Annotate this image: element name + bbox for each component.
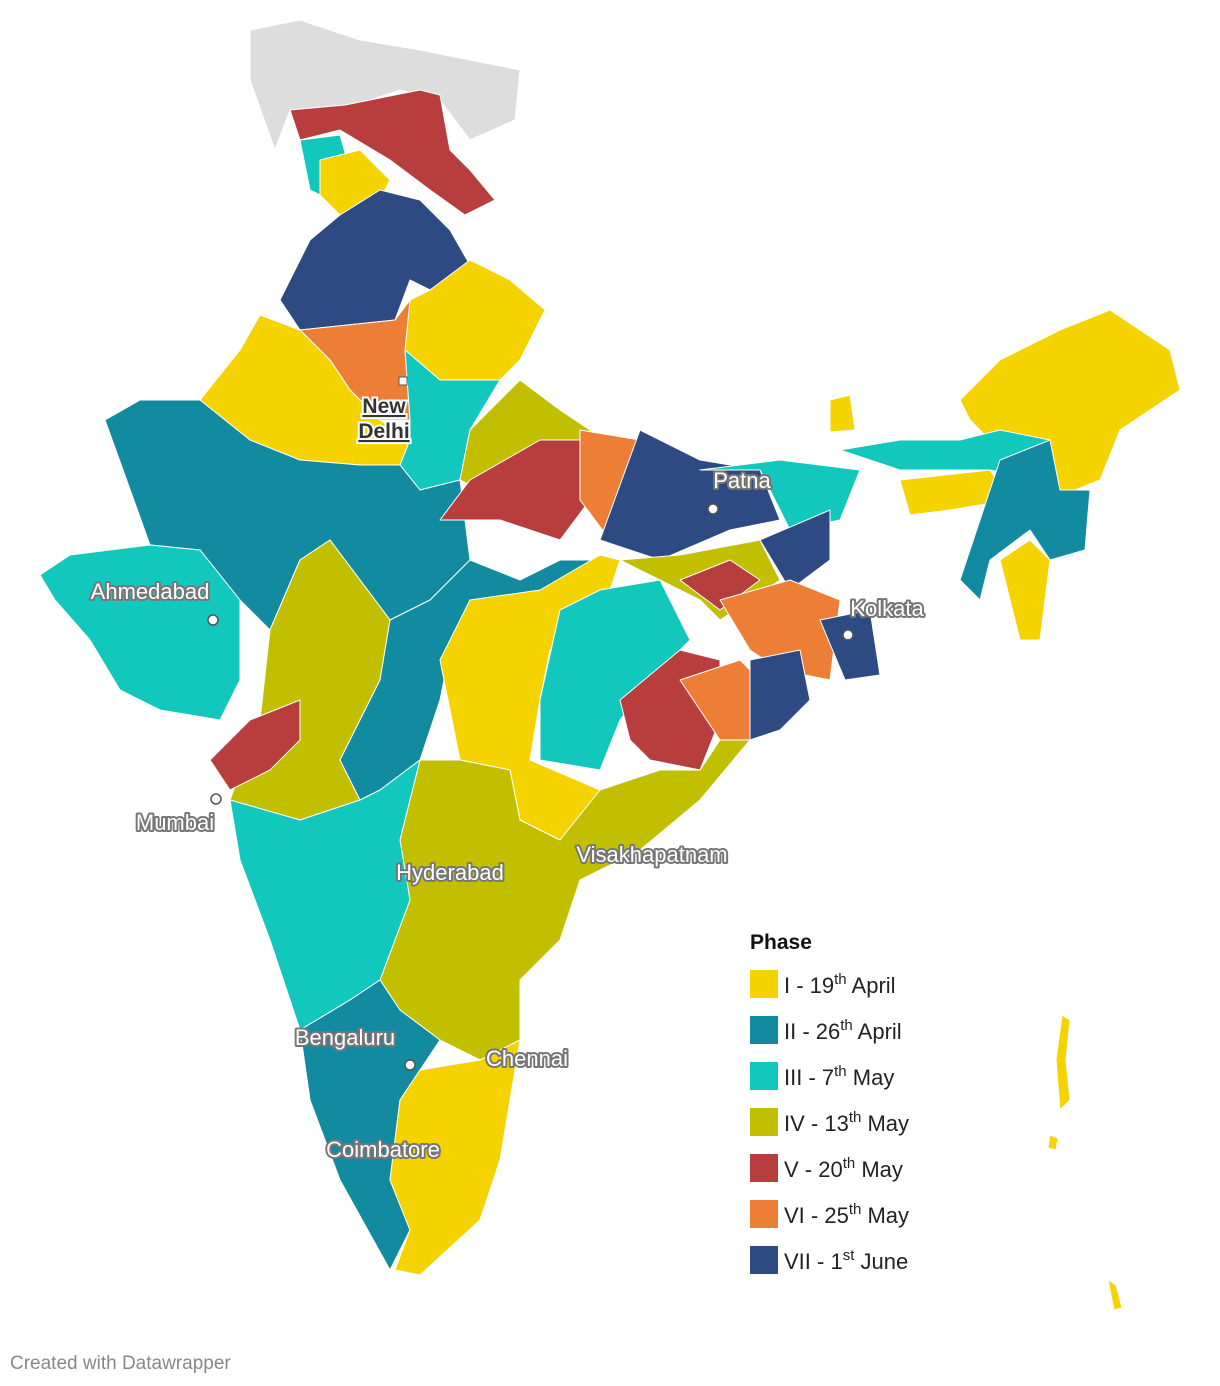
region (279, 189, 471, 331)
city-label: Patna (713, 468, 771, 493)
legend-swatch (750, 1154, 778, 1182)
region (959, 309, 1181, 501)
legend-label-suffix: May (855, 1157, 903, 1182)
legend-swatch (750, 1108, 778, 1136)
legend-swatch (750, 1246, 778, 1274)
city-marker (404, 1059, 416, 1071)
city-label: Chennai (486, 1046, 568, 1071)
legend-title: Phase (750, 931, 812, 954)
legend-label-suffix: May (861, 1203, 909, 1228)
legend-swatch (750, 1062, 778, 1090)
city-marker (210, 793, 222, 805)
legend-label-sup: th (840, 1017, 853, 1034)
region (39, 544, 241, 721)
legend-label-sup: st (843, 1247, 856, 1264)
region (679, 559, 761, 611)
city-marker (207, 614, 219, 626)
legend-label-sup: th (843, 1155, 856, 1172)
city-label: Ahmedabad (91, 579, 210, 604)
region (229, 759, 421, 1031)
legend-label-suffix: April (847, 973, 896, 998)
regions (39, 19, 1181, 1311)
legend-label-main: II - 26 (784, 1019, 840, 1044)
legend-swatch (750, 1016, 778, 1044)
legend-label-suffix: April (853, 1019, 902, 1044)
legend-swatch (750, 970, 778, 998)
city-label: Coimbatore (326, 1137, 440, 1162)
legend-label-main: VI - 25 (784, 1203, 849, 1228)
capital-marker (398, 376, 408, 386)
city-label: Kolkata (850, 596, 924, 621)
region (389, 1039, 521, 1276)
legend-label-suffix: June (854, 1249, 908, 1274)
legend-label-main: V - 20 (784, 1157, 843, 1182)
capital-label: Delhi (358, 420, 409, 443)
footer: Created with Datawrapper (10, 1353, 231, 1374)
legend-label-main: IV - 13 (784, 1111, 849, 1136)
region (1055, 1014, 1071, 1111)
region (899, 469, 1011, 516)
region (759, 509, 831, 591)
city-label: Hyderabad (396, 860, 504, 885)
city-label: Bengaluru (295, 1025, 395, 1050)
region (999, 539, 1051, 641)
legend-label-sup: th (849, 1201, 862, 1218)
region (1107, 1279, 1123, 1311)
region (289, 89, 496, 216)
city-label: Mumbai (136, 810, 214, 835)
legend-label-main: VII - 1 (784, 1249, 843, 1274)
region (749, 649, 811, 741)
legend-label: VI - 25th May (784, 1201, 909, 1228)
region (599, 429, 781, 561)
legend-label: V - 20th May (784, 1155, 903, 1182)
legend-label-suffix: May (847, 1065, 895, 1090)
legend-label: VII - 1st June (784, 1247, 908, 1274)
region (819, 609, 881, 681)
legend-label-main: I - 19 (784, 973, 834, 998)
legend-label: I - 19th April (784, 971, 896, 998)
region (829, 394, 856, 433)
legend-label-suffix: May (861, 1111, 909, 1136)
legend-label-sup: th (834, 971, 847, 988)
legend-label: II - 26th April (784, 1017, 902, 1044)
region (209, 699, 301, 791)
legend-label: IV - 13th May (784, 1109, 909, 1136)
legend-swatch (750, 1200, 778, 1228)
region (699, 459, 861, 531)
city-marker (707, 503, 719, 515)
legend-label-main: III - 7 (784, 1065, 834, 1090)
capital-label: New (362, 395, 406, 418)
region (1047, 1134, 1059, 1151)
region (249, 19, 521, 151)
region (719, 579, 841, 681)
legend-label: III - 7th May (784, 1063, 894, 1090)
city-marker (842, 629, 854, 641)
city-label: Visakhapatnam (576, 842, 727, 867)
legend-label-sup: th (849, 1109, 862, 1126)
legend-label-sup: th (834, 1063, 847, 1080)
